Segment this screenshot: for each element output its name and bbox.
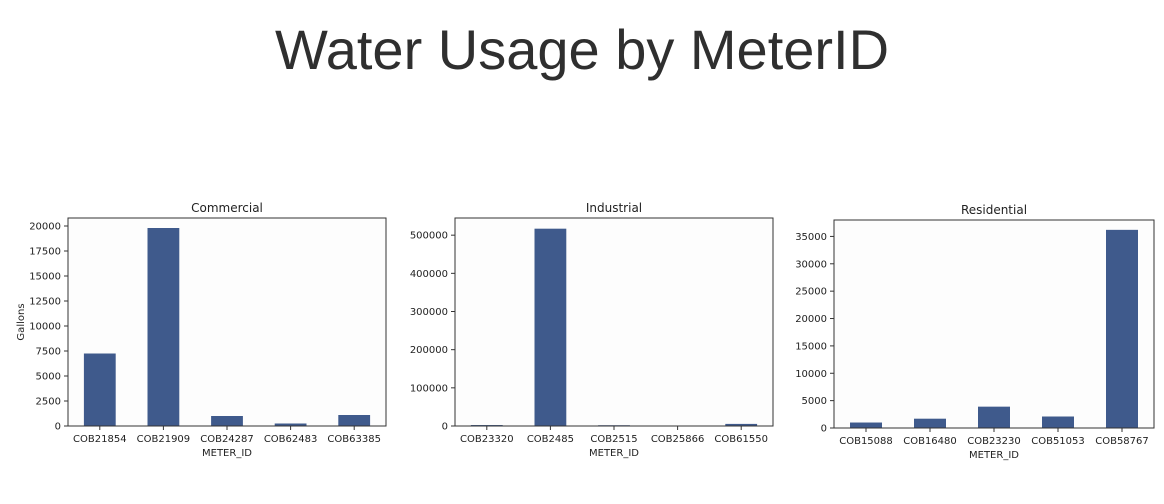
x-tick-label: COB21909 xyxy=(137,434,191,445)
y-tick-label: 15000 xyxy=(795,341,827,352)
x-tick-label: COB51053 xyxy=(1031,436,1085,447)
bar-cob16480 xyxy=(914,418,946,428)
panel-title: Commercial xyxy=(191,201,263,215)
bar-cob21854 xyxy=(83,353,116,426)
y-tick-label: 200000 xyxy=(410,345,448,356)
y-tick-label: 400000 xyxy=(410,269,448,280)
x-axis-label: METER_ID xyxy=(202,448,252,459)
plot-area xyxy=(68,218,386,426)
x-tick-label: COB2485 xyxy=(527,434,574,445)
y-tick-label: 5000 xyxy=(802,396,827,407)
x-axis-label: METER_ID xyxy=(969,450,1019,461)
y-tick-label: 15000 xyxy=(29,272,61,283)
y-axis-label: Gallons xyxy=(16,303,27,340)
x-tick-label: COB16480 xyxy=(903,436,957,447)
x-tick-label: COB15088 xyxy=(839,436,893,447)
chart-industrial: 0 100000 200000 300000 400000 500000 COB23320 C… xyxy=(390,195,780,465)
y-tick-label: 10000 xyxy=(795,369,827,380)
x-tick-label: COB61550 xyxy=(714,434,768,445)
chart-commercial: 0 2500 5000 7500 10000 12500 15000 17500 20000 CO… xyxy=(0,195,390,465)
y-tick-label: 12500 xyxy=(29,297,61,308)
x-tick-label: COB62483 xyxy=(264,434,318,445)
chart-commercial-svg: 0 2500 5000 7500 10000 12500 15000 17500 20000 CO… xyxy=(16,201,387,459)
x-tick-label: COB23320 xyxy=(460,434,514,445)
bar-cob63385 xyxy=(338,415,371,426)
figure-title: Water Usage by MeterID xyxy=(274,18,890,81)
bar-cob61550 xyxy=(725,423,758,426)
bar-cob15088 xyxy=(850,422,882,428)
y-tick-label: 20000 xyxy=(795,314,827,325)
chart-residential: 0 5000 10000 15000 20000 25000 30000 35000 COB15… xyxy=(780,195,1164,465)
chart-industrial-svg: 0 100000 200000 300000 400000 500000 COB23320 C… xyxy=(410,201,774,459)
y-tick-label: 100000 xyxy=(410,383,448,394)
x-tick-label: COB25866 xyxy=(651,434,705,445)
bar-cob58767 xyxy=(1106,229,1138,428)
y-tick-label: 0 xyxy=(442,422,448,433)
y-tick-label: 2500 xyxy=(36,397,61,408)
y-tick-label: 20000 xyxy=(29,222,61,233)
x-tick-label: COB58767 xyxy=(1095,436,1149,447)
x-tick-label: COB24287 xyxy=(200,434,254,445)
bar-cob24287 xyxy=(211,416,243,426)
y-tick-label: 0 xyxy=(55,422,61,433)
x-tick-label: COB21854 xyxy=(73,434,127,445)
y-tick-label: 500000 xyxy=(410,231,448,242)
y-tick-label: 0 xyxy=(821,424,827,435)
x-tick-label: COB2515 xyxy=(590,434,637,445)
panel-title: Industrial xyxy=(586,201,642,215)
y-tick-label: 35000 xyxy=(795,232,827,243)
bar-cob21909 xyxy=(147,228,180,426)
y-tick-label: 17500 xyxy=(29,247,61,258)
plot-area xyxy=(455,218,773,426)
panel-title: Residential xyxy=(961,203,1027,217)
y-tick-label: 300000 xyxy=(410,307,448,318)
y-tick-label: 7500 xyxy=(36,347,61,358)
bar-cob2485 xyxy=(534,228,567,426)
bar-cob23230 xyxy=(978,406,1010,428)
x-axis-label: METER_ID xyxy=(589,448,639,459)
y-tick-label: 30000 xyxy=(795,259,827,270)
x-tick-label: COB23230 xyxy=(967,436,1021,447)
bar-cob62483 xyxy=(274,423,307,426)
plot-area xyxy=(834,220,1154,428)
chart-residential-svg: 0 5000 10000 15000 20000 25000 30000 35000 COB15… xyxy=(795,203,1155,461)
y-tick-label: 25000 xyxy=(795,287,827,298)
bar-cob51053 xyxy=(1042,416,1074,428)
y-tick-label: 10000 xyxy=(29,322,61,333)
y-tick-label: 5000 xyxy=(36,372,61,383)
x-tick-label: COB63385 xyxy=(327,434,381,445)
